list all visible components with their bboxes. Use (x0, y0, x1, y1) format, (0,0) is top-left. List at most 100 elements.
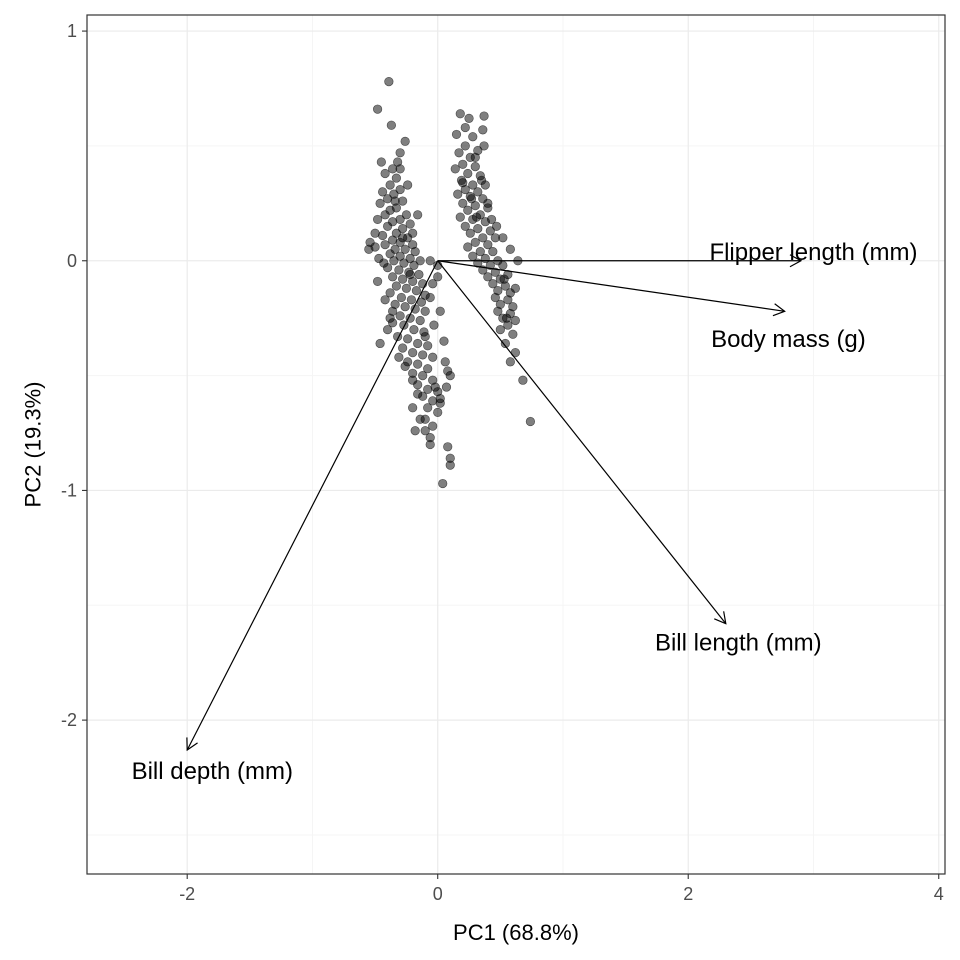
data-point (398, 224, 408, 234)
data-point (410, 246, 420, 257)
data-point (415, 256, 425, 266)
data-point (458, 159, 468, 169)
data-point (410, 426, 420, 436)
data-point (401, 210, 412, 220)
data-point (500, 338, 510, 349)
y-tick-label: 0 (67, 251, 77, 271)
data-point (440, 357, 450, 367)
data-point (478, 125, 488, 135)
data-point (433, 407, 443, 417)
data-point (483, 198, 493, 208)
data-point (460, 221, 470, 231)
data-point (398, 274, 408, 284)
data-point (508, 329, 518, 339)
data-point (445, 460, 455, 470)
data-point (375, 198, 385, 208)
data-point (463, 242, 473, 252)
data-point (423, 403, 433, 413)
data-point (379, 258, 389, 268)
data-point (428, 352, 438, 362)
panel-border (86, 14, 946, 875)
data-point (395, 148, 405, 158)
data-point (493, 306, 503, 316)
loading-arrow (186, 260, 439, 752)
data-point (460, 141, 470, 151)
data-point (380, 168, 390, 179)
data-point (375, 338, 385, 349)
data-point (380, 210, 390, 220)
data-point (400, 361, 410, 372)
loading-arrow (437, 260, 786, 317)
data-point (403, 334, 413, 344)
data-point (455, 212, 465, 222)
data-point (495, 325, 505, 335)
data-point (454, 148, 464, 158)
data-point (380, 295, 390, 305)
data-point (415, 414, 425, 424)
points-layer (364, 77, 536, 489)
data-point (490, 292, 500, 303)
loading-label: Bill length (mm) (655, 629, 822, 656)
data-point (428, 279, 438, 289)
data-point (399, 258, 409, 268)
loading-label: Body mass (g) (711, 326, 866, 353)
data-point (395, 164, 405, 174)
x-axis-title: PC1 (68.8%) (453, 920, 579, 945)
data-point (470, 152, 480, 163)
data-point (400, 244, 410, 254)
data-point (386, 120, 396, 130)
data-point (388, 272, 398, 282)
data-point (413, 359, 423, 369)
data-point (398, 233, 408, 243)
y-axis-title: PC2 (19.3%) (21, 382, 46, 508)
data-point (466, 194, 477, 204)
data-point (468, 132, 478, 142)
data-point (423, 341, 433, 351)
data-point (435, 306, 445, 316)
data-point (383, 221, 393, 231)
data-point (473, 187, 483, 197)
data-point (458, 178, 468, 188)
data-point (463, 168, 473, 179)
data-point (505, 244, 515, 254)
x-axis-ticks: -2 0 2 4 (179, 874, 944, 904)
data-point (479, 141, 489, 151)
y-tick-label: 1 (67, 21, 77, 41)
data-point (395, 311, 405, 321)
data-point (438, 478, 448, 489)
data-point (470, 237, 480, 247)
data-point (471, 212, 482, 222)
data-point (463, 205, 473, 215)
data-point (385, 180, 395, 190)
data-point (408, 228, 418, 238)
data-point (385, 288, 395, 298)
data-point (490, 267, 500, 277)
data-point (391, 173, 401, 183)
x-tick-label: -2 (179, 884, 195, 904)
data-point (420, 426, 430, 436)
data-point (468, 180, 478, 190)
data-point (491, 221, 502, 231)
data-point (525, 416, 536, 427)
data-point (411, 286, 422, 296)
data-point (380, 240, 390, 250)
data-point (498, 260, 508, 270)
data-point (479, 111, 489, 121)
data-point (470, 161, 480, 172)
data-point (443, 366, 453, 376)
data-point (400, 302, 410, 312)
data-point (408, 348, 418, 358)
data-point (451, 129, 462, 140)
data-point (420, 306, 430, 316)
data-point (425, 439, 435, 450)
data-point (476, 175, 487, 185)
data-point (418, 370, 428, 381)
data-point (488, 246, 498, 257)
data-point (413, 338, 423, 349)
data-point (465, 228, 475, 238)
data-point (400, 136, 410, 146)
data-point (406, 295, 417, 305)
minor-grid (87, 15, 945, 874)
data-point (450, 164, 460, 174)
data-point (510, 283, 520, 293)
